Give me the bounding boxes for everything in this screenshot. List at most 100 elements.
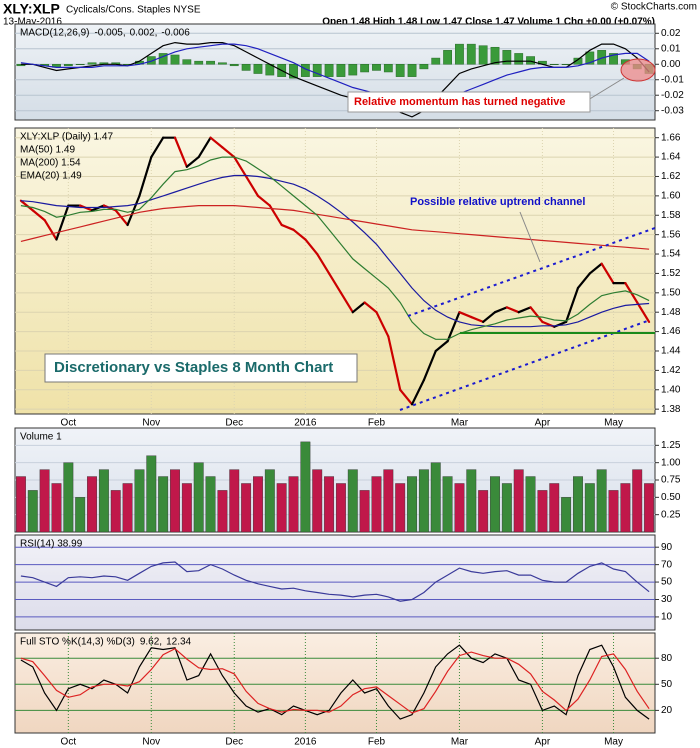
volume-bar <box>442 476 453 533</box>
channel-upper <box>407 227 656 317</box>
volume-bar <box>418 469 429 533</box>
y-tick-label: 0.01 <box>661 43 681 54</box>
plot: 0.02 0.01 0.00 -0.01 -0.02 -0.03 MACD(12,26,9)… <box>15 28 684 748</box>
volume-bar <box>170 469 180 533</box>
price-segment <box>280 223 295 231</box>
y-tick-label: 1.62 <box>661 171 681 182</box>
volume-bar <box>620 483 631 533</box>
series-line <box>20 561 650 602</box>
note-pointer <box>519 211 541 263</box>
volume-bar <box>335 483 346 533</box>
histogram-bar <box>229 64 239 67</box>
x-tick-label: Oct <box>61 418 77 429</box>
price-segment <box>434 340 449 353</box>
y-tick-label: 1.40 <box>661 384 681 395</box>
histogram-bar <box>561 64 571 66</box>
price-segment <box>221 146 236 159</box>
price-segment <box>209 136 224 149</box>
histogram-bar <box>348 64 358 76</box>
x-tick-label: May <box>604 418 623 429</box>
x-tick-label: Apr <box>535 418 551 429</box>
histogram-bar <box>241 64 251 71</box>
price-segment <box>458 311 473 319</box>
histogram-bar <box>158 53 168 65</box>
y-tick-label: 50 <box>661 577 673 588</box>
price-segment <box>636 301 651 323</box>
histogram-bar <box>443 50 452 65</box>
header-credit: © StockCharts.com <box>611 2 697 13</box>
histogram-bar <box>146 56 156 65</box>
volume-bar <box>371 476 382 533</box>
price-segment <box>233 155 248 178</box>
y-tick-label: 20 <box>661 705 673 716</box>
price-segment <box>387 335 402 391</box>
x-tick-label: Nov <box>142 737 160 748</box>
price-segment <box>482 311 497 323</box>
price-segment <box>517 306 532 314</box>
histogram-bar <box>514 53 524 65</box>
legend-entry: EMA(20) 1.49 <box>20 171 82 182</box>
volume-bar <box>181 483 192 533</box>
histogram-bar <box>324 64 334 77</box>
histogram-bar <box>502 50 512 65</box>
y-tick-label: 10 <box>661 612 673 623</box>
legend-entry: 12.34 <box>166 637 191 648</box>
volume-bar <box>454 483 465 533</box>
y-tick-label: 50 <box>661 679 673 690</box>
histogram-bar <box>360 64 370 73</box>
price-segment <box>375 311 390 338</box>
volume-bar <box>312 469 323 533</box>
price-segment <box>316 252 331 275</box>
volume-bar <box>288 476 299 533</box>
volume-bar <box>383 469 394 533</box>
volume-bar <box>407 476 417 533</box>
histogram-bar <box>419 64 429 70</box>
legend-entry: RSI(14) 38.99 <box>20 539 83 550</box>
y-tick-label: 1.00 <box>661 457 681 468</box>
volume-bar <box>596 469 607 533</box>
histogram-bar <box>87 62 97 65</box>
volume-bar <box>264 469 275 533</box>
volume-bar <box>395 483 406 533</box>
legend-entry: 0.002, <box>130 28 158 39</box>
y-tick-label: 1.48 <box>661 307 681 318</box>
histogram-bar <box>253 64 263 74</box>
legend-entry: 9.62, <box>140 637 162 648</box>
volume-bar <box>75 497 86 533</box>
price-segment <box>197 136 212 159</box>
volume-bar <box>490 476 500 533</box>
x-tick-label: Mar <box>451 418 469 429</box>
price-segment <box>446 311 461 343</box>
price-segment <box>304 238 319 256</box>
price-segment <box>31 209 46 222</box>
price-segment <box>576 272 591 290</box>
header-date: 13-May-2016 <box>3 17 62 28</box>
price-segment <box>470 315 485 323</box>
y-tick-label: 0.75 <box>661 475 681 486</box>
legend-entry: -0.005, <box>94 28 125 39</box>
price-segment <box>493 306 508 314</box>
histogram-bar <box>75 64 85 66</box>
volume-bar <box>525 476 536 533</box>
panel-label: Full STO %K(14,3) %D(3) <box>20 637 135 648</box>
x-tick-label: Dec <box>225 418 243 429</box>
y-tick-label: 1.52 <box>661 268 681 279</box>
histogram-bar <box>289 64 298 79</box>
y-tick-label: -0.03 <box>661 105 684 116</box>
legend-entry: -0.006 <box>161 28 190 39</box>
histogram-bar <box>478 45 488 65</box>
histogram-bar <box>573 57 583 65</box>
price-segment <box>150 136 165 159</box>
y-tick-label: 90 <box>661 542 673 553</box>
y-tick-label: -0.01 <box>661 74 684 85</box>
series-line <box>20 174 650 328</box>
histogram-bar <box>383 64 393 73</box>
price-segment <box>55 204 70 241</box>
price-segment <box>363 301 378 314</box>
histogram-bar <box>170 54 180 65</box>
histogram-bar <box>395 64 405 77</box>
y-tick-label: 0.02 <box>661 28 681 39</box>
volume-bar <box>15 476 26 533</box>
histogram-bar <box>466 43 476 65</box>
